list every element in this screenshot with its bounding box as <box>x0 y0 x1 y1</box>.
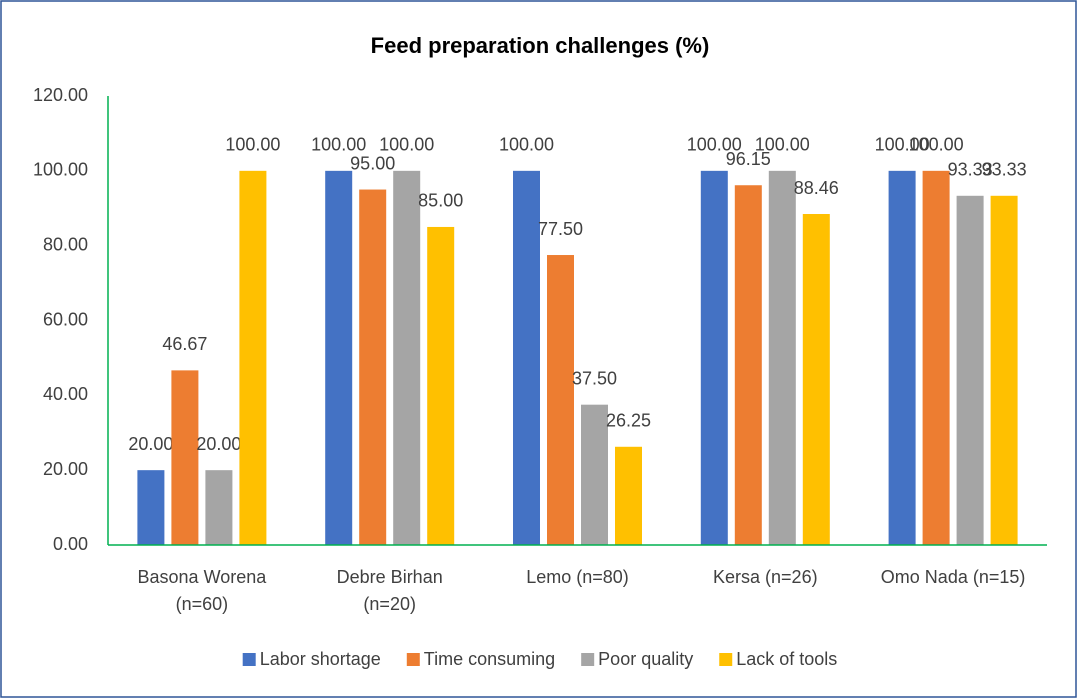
x-tick-line: Omo Nada (n=15) <box>881 567 1026 587</box>
x-tick-label: Basona Worena (n=60) <box>138 567 268 614</box>
y-tick-label: 100.00 <box>33 160 88 180</box>
bar <box>239 170 267 546</box>
y-tick-label: 60.00 <box>43 309 88 329</box>
legend-swatch <box>581 653 595 666</box>
legend-label: Time consuming <box>424 649 555 669</box>
value-label: 96.15 <box>726 149 771 169</box>
value-label: 100.00 <box>311 135 366 155</box>
value-label: 20.00 <box>128 434 173 454</box>
x-tick-label: Omo Nada (n=15) <box>881 567 1026 587</box>
bar <box>768 170 796 546</box>
value-label: 100.00 <box>687 135 742 155</box>
value-label: 100.00 <box>909 135 964 155</box>
x-tick-label: Lemo (n=80) <box>526 567 629 587</box>
y-tick-label: 20.00 <box>43 459 88 479</box>
x-tick-line: Kersa (n=26) <box>713 567 818 587</box>
value-label: 93.33 <box>948 160 993 180</box>
bar <box>171 370 199 545</box>
legend-label: Poor quality <box>598 649 693 669</box>
value-label: 77.50 <box>538 219 583 239</box>
value-label: 95.00 <box>350 153 395 173</box>
bar <box>581 404 608 545</box>
bar <box>990 195 1018 545</box>
y-tick-label: 0.00 <box>53 534 88 554</box>
bar <box>922 170 950 546</box>
x-tick-line: (n=60) <box>176 594 229 614</box>
value-label: 100.00 <box>379 135 434 155</box>
x-tick-line: Lemo (n=80) <box>526 567 629 587</box>
y-tick-label: 80.00 <box>43 234 88 254</box>
value-label: 46.67 <box>162 334 207 354</box>
y-tick-label: 120.00 <box>33 85 88 105</box>
bar <box>888 170 916 546</box>
bar <box>700 170 728 546</box>
legend-swatch <box>406 653 420 666</box>
bar <box>137 470 165 545</box>
value-label: 20.00 <box>196 434 241 454</box>
bar <box>615 446 642 545</box>
legend-label: Labor shortage <box>260 649 381 669</box>
chart-title: Feed preparation challenges (%) <box>371 33 710 58</box>
bar <box>547 255 574 546</box>
bar <box>359 189 387 545</box>
legend-swatch <box>719 653 733 666</box>
bar <box>393 170 421 546</box>
legend-swatch <box>242 653 256 666</box>
x-tick-label: Kersa (n=26) <box>713 567 818 587</box>
value-label: 88.46 <box>794 178 839 198</box>
value-label: 85.00 <box>418 191 463 211</box>
x-tick-line: Basona Worena <box>138 567 268 587</box>
bar <box>734 185 762 545</box>
value-label: 100.00 <box>225 135 280 155</box>
x-tick-line: Debre Birhan <box>337 567 443 587</box>
value-label: 26.25 <box>606 411 651 431</box>
value-label: 37.50 <box>572 368 617 388</box>
legend-label: Lack of tools <box>736 649 837 669</box>
bar <box>325 170 353 546</box>
x-tick-label: Debre Birhan (n=20) <box>337 567 443 614</box>
x-tick-line: (n=20) <box>363 594 416 614</box>
value-label: 93.33 <box>982 160 1027 180</box>
y-tick-label: 40.00 <box>43 384 88 404</box>
value-label: 100.00 <box>755 135 810 155</box>
value-label: 100.00 <box>499 135 554 155</box>
bar <box>513 170 540 546</box>
value-label: 100.00 <box>875 135 930 155</box>
bar <box>427 226 455 546</box>
bar <box>802 214 830 546</box>
bar <box>205 470 233 545</box>
bar <box>956 195 984 545</box>
